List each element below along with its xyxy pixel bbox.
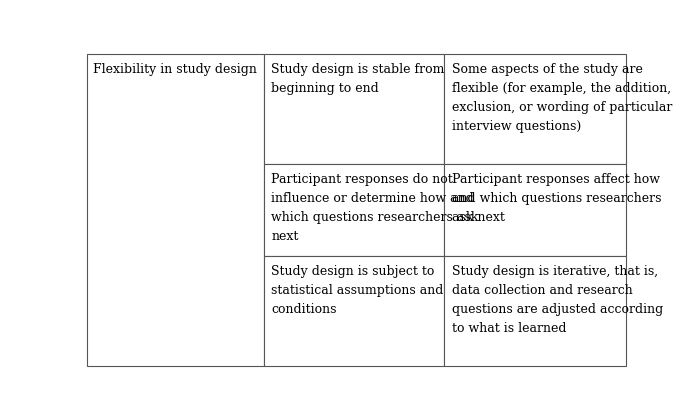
Text: Flexibility in study design: Flexibility in study design <box>93 63 258 76</box>
Bar <box>444 256 626 366</box>
Bar <box>264 54 444 164</box>
Bar <box>264 256 444 366</box>
Bar <box>444 54 626 164</box>
Bar <box>444 164 626 256</box>
Text: Participant responses affect how
and which questions researchers
ask next: Participant responses affect how and whi… <box>452 173 661 224</box>
Text: Study design is stable from
beginning to end: Study design is stable from beginning to… <box>271 63 445 95</box>
Text: Study design is subject to
statistical assumptions and
conditions: Study design is subject to statistical a… <box>271 265 444 316</box>
Bar <box>87 54 264 366</box>
Text: Study design is iterative, that is,
data collection and research
questions are a: Study design is iterative, that is, data… <box>452 265 663 335</box>
Text: Participant responses do not
influence or determine how and
which questions rese: Participant responses do not influence o… <box>271 173 479 243</box>
Text: Some aspects of the study are
flexible (for example, the addition,
exclusion, or: Some aspects of the study are flexible (… <box>452 63 672 133</box>
Bar <box>264 164 444 256</box>
